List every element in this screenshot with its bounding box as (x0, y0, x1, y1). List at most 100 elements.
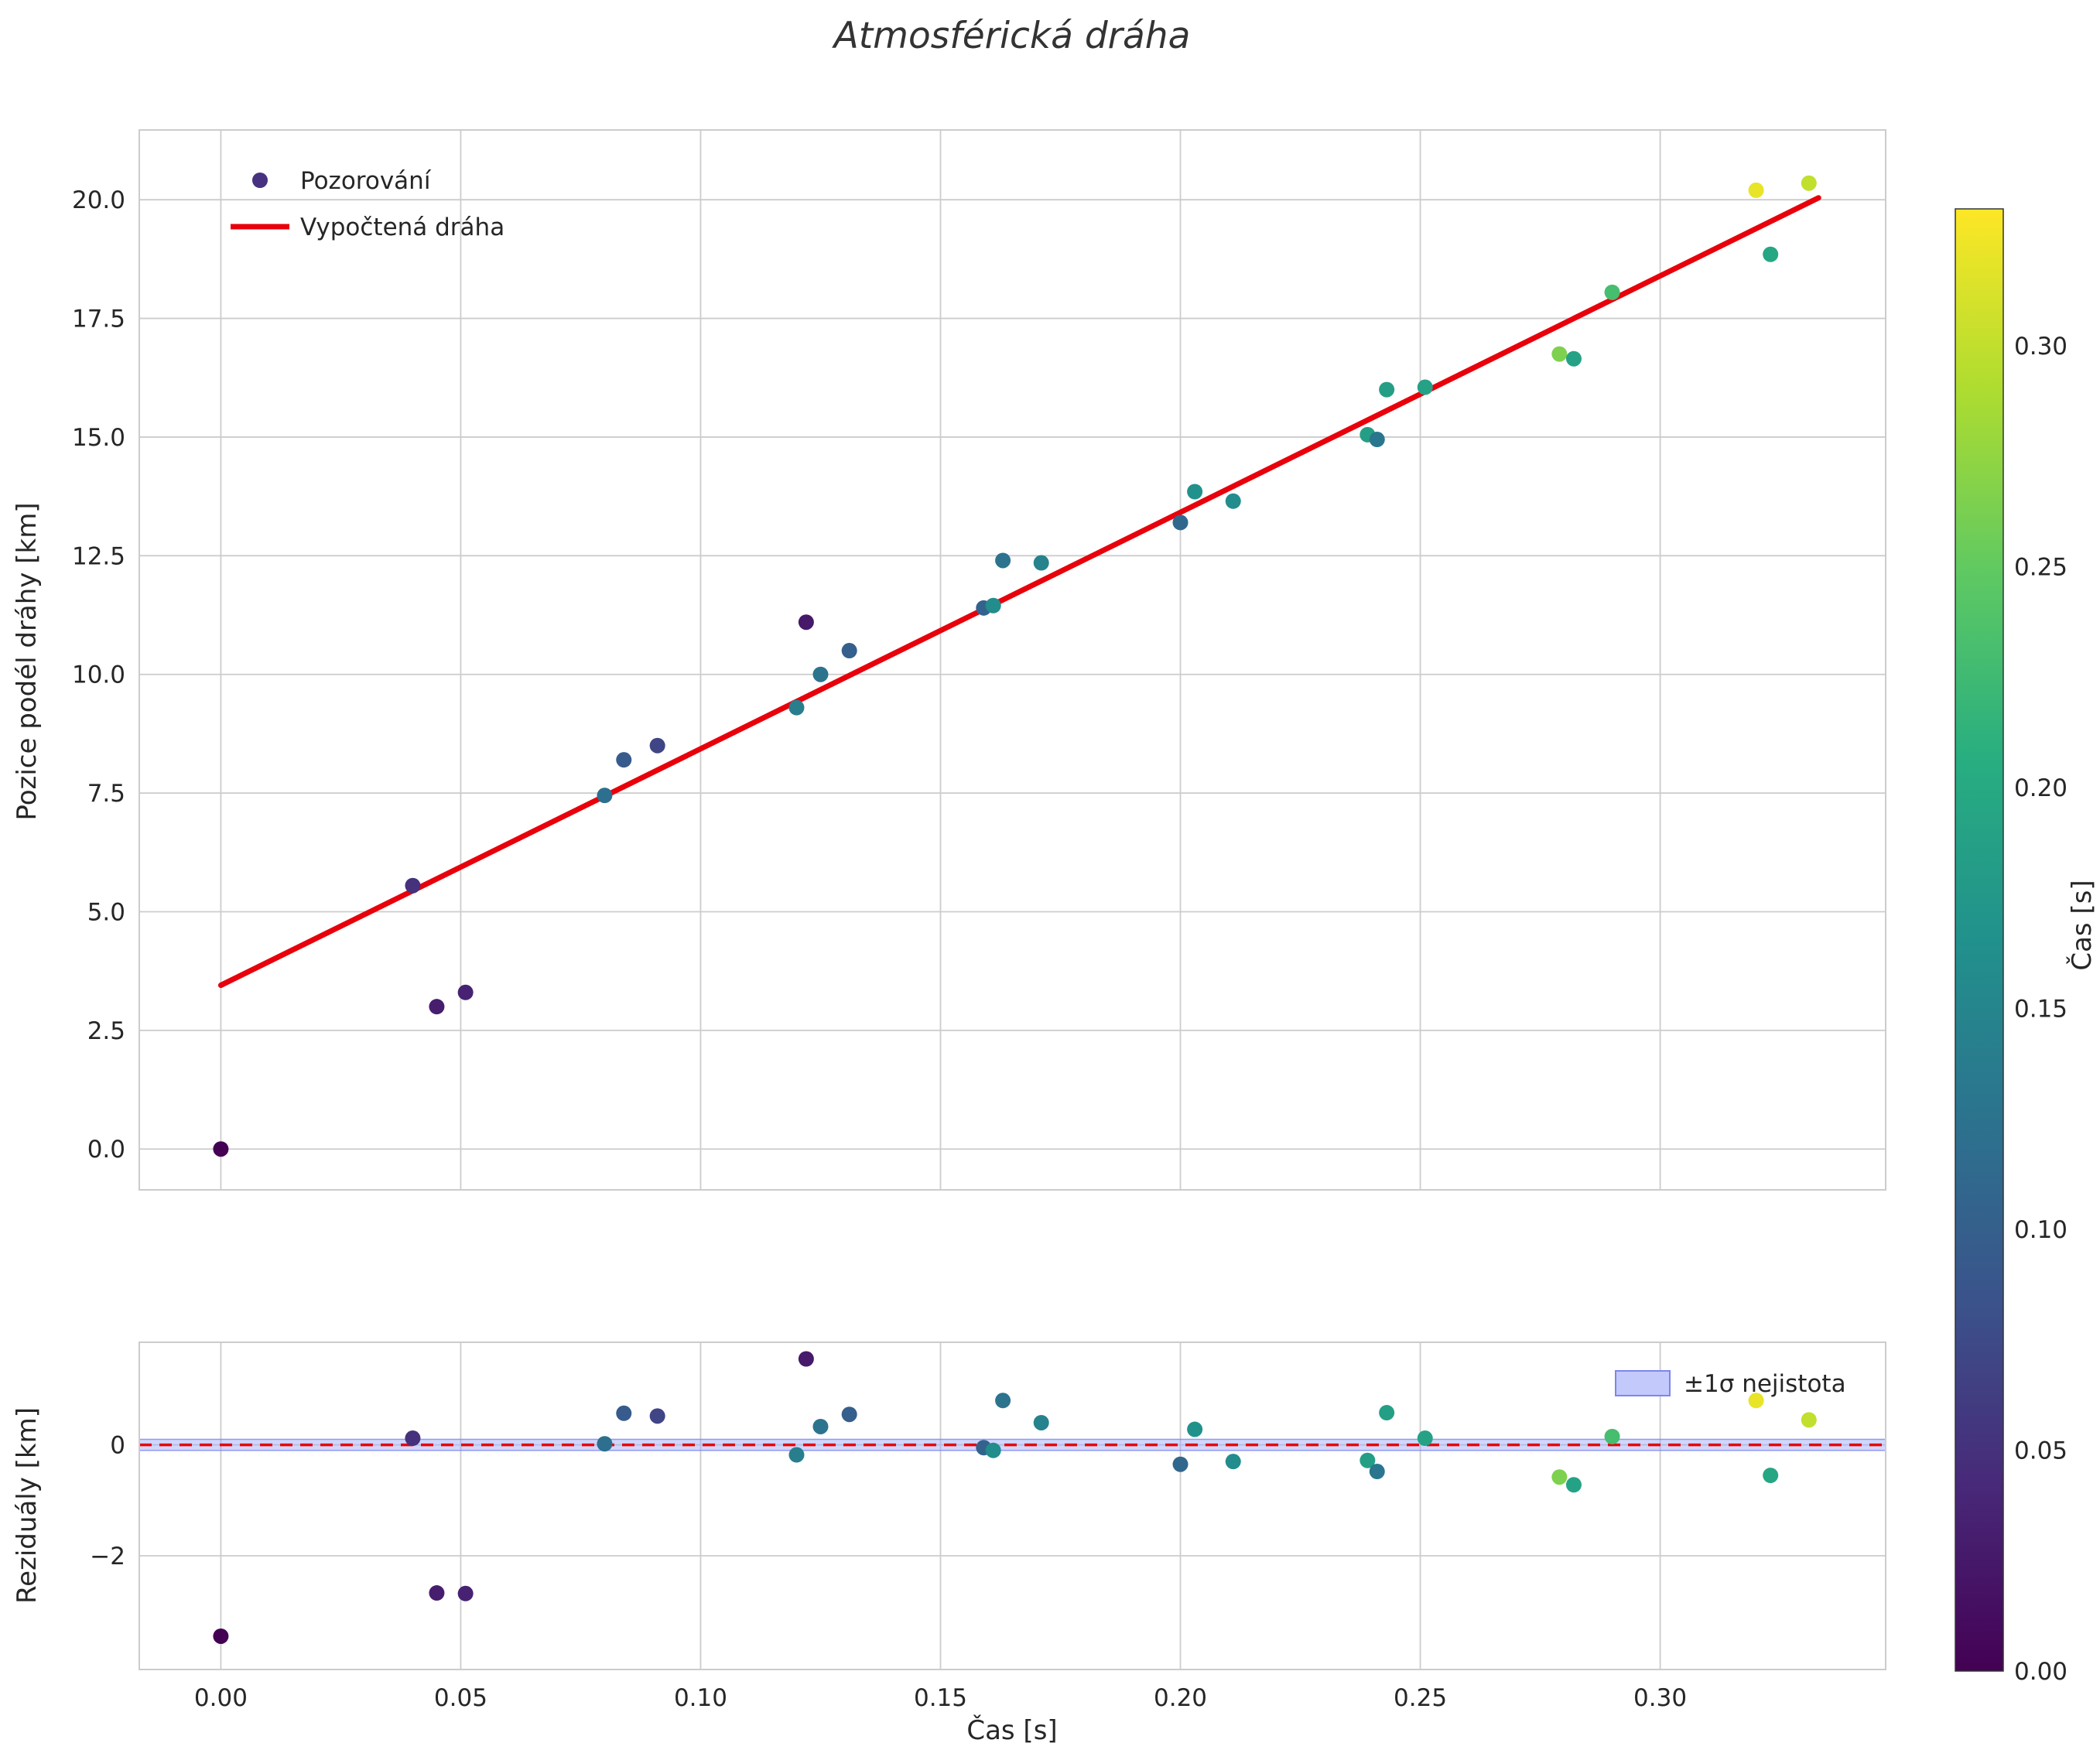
residual-point (1763, 1468, 1779, 1484)
residual-point (616, 1405, 632, 1421)
x-tick-label: 0.05 (434, 1684, 487, 1712)
residual-point (995, 1393, 1011, 1409)
residual-point (649, 1408, 665, 1424)
scatter-point (1565, 350, 1582, 367)
legend-band-label: ±1σ nejistota (1684, 1370, 1846, 1398)
residual-point (1551, 1469, 1568, 1485)
x-tick-label: 0.30 (1633, 1684, 1687, 1712)
residual-point (1565, 1477, 1582, 1493)
residual-point (812, 1418, 829, 1434)
residual-point (457, 1585, 474, 1601)
residual-point (429, 1585, 445, 1601)
scatter-point (798, 614, 814, 631)
colorbar-tick-label: 0.25 (2014, 554, 2068, 582)
residual-point (1187, 1421, 1203, 1437)
colorbar-gradient (1955, 209, 2003, 1671)
colorbar-tick-label: 0.05 (2014, 1437, 2068, 1465)
colorbar: 0.00 0.05 0.10 0.15 0.20 0.25 0.30 (1955, 208, 2068, 1686)
y-tick-label: −2 (90, 1543, 125, 1570)
colorbar-outline (1955, 208, 2004, 1672)
residual-point (1379, 1405, 1395, 1421)
y-tick-label: 0.0 (87, 1136, 125, 1164)
scatter-point (1033, 555, 1049, 571)
legend-band-patch (1615, 1370, 1671, 1396)
residual-point (798, 1351, 814, 1367)
scatter-point (1417, 379, 1433, 395)
x-tick-label: 0.20 (1154, 1684, 1207, 1712)
scatter-point (841, 643, 857, 659)
residual-point (788, 1447, 805, 1463)
scatter-point (405, 877, 421, 894)
residual-point (1369, 1464, 1385, 1480)
fit-line (217, 195, 1821, 989)
x-tick-label: 0.10 (674, 1684, 727, 1712)
residual-point (985, 1442, 1001, 1458)
colorbar-tick-label: 0.15 (2014, 996, 2068, 1024)
colorbar-tick-label: 0.30 (2014, 333, 2068, 361)
residual-point (1417, 1430, 1433, 1447)
ylabel-trajectory: Pozice podél dráhy [km] (12, 502, 43, 820)
legend-residuals: ±1σ nejistota (1615, 1370, 1846, 1398)
scatter-point (213, 1141, 229, 1157)
chart-title: Atmosférická dráha (832, 15, 1191, 57)
residual-point (1033, 1414, 1049, 1430)
scatter-point (1763, 246, 1779, 262)
residual-point (597, 1436, 613, 1452)
colorbar-label: Čas [s] (2066, 880, 2098, 970)
x-tick-label: 0.00 (194, 1684, 248, 1712)
residual-point (1225, 1454, 1241, 1470)
y-tick-label: 12.5 (72, 542, 125, 570)
scatter-point (812, 666, 829, 682)
scatter-point (1225, 493, 1241, 509)
scatter-point (985, 597, 1001, 613)
legend-fit-label: Vypočtená dráha (300, 214, 504, 241)
residual-point (1604, 1428, 1620, 1444)
scatter-point (429, 999, 445, 1015)
scatter-point (616, 752, 632, 768)
xlabel-time: Čas [s] (966, 1714, 1057, 1743)
scatter-point (1187, 484, 1203, 500)
scatter-point (1379, 381, 1395, 398)
residual-point (1748, 1393, 1764, 1409)
trajectory-plot: 0.0 2.5 5.0 7.5 10.0 12.5 15.0 17.5 20.0 (72, 129, 1886, 1191)
y-tick-label: 7.5 (87, 780, 125, 808)
plot-border (139, 129, 1886, 1191)
y-tick-label: 10.0 (72, 661, 125, 689)
scatter-point (1172, 514, 1189, 531)
scatter-point (1369, 432, 1385, 448)
scatter-point (597, 788, 613, 804)
residual-point (213, 1628, 229, 1644)
residual-point (1172, 1456, 1189, 1472)
y-tick-label: 2.5 (87, 1017, 125, 1045)
scatter-point (1604, 284, 1620, 300)
x-tick-label: 0.25 (1394, 1684, 1447, 1712)
y-tick-label: 17.5 (72, 306, 125, 333)
y-tick-label: 15.0 (72, 424, 125, 452)
scatter-point (1551, 346, 1568, 362)
legend-observations-marker (252, 173, 268, 188)
residual-point (405, 1430, 421, 1447)
scatter-point (788, 699, 805, 716)
residual-point (1360, 1452, 1376, 1468)
y-tick-label: 5.0 (87, 898, 125, 926)
scatter-point (995, 552, 1011, 569)
x-tick-label: 0.15 (914, 1684, 967, 1712)
legend-trajectory: Pozorování Vypočtená dráha (231, 167, 504, 241)
residual-point (841, 1406, 857, 1423)
legend-observations-label: Pozorování (300, 167, 432, 195)
colorbar-tick-label: 0.10 (2014, 1216, 2068, 1244)
plot-background (139, 1342, 1886, 1670)
residual-point (1801, 1412, 1817, 1428)
residuals-plot: −2 0 0.00 0.05 0.10 0.15 0.20 0.25 0.30 (90, 1341, 1886, 1712)
scatter-point (457, 984, 474, 1000)
scatter-point (1748, 182, 1764, 198)
ylabel-residuals: Reziduály [km] (12, 1407, 43, 1604)
colorbar-tick-label: 0.20 (2014, 774, 2068, 802)
scatter-point (649, 737, 665, 754)
plot-border (139, 1341, 1886, 1670)
y-tick-label: 20.0 (72, 186, 125, 214)
colorbar-tick-label: 0.00 (2014, 1658, 2068, 1686)
scatter-point (1801, 175, 1817, 191)
